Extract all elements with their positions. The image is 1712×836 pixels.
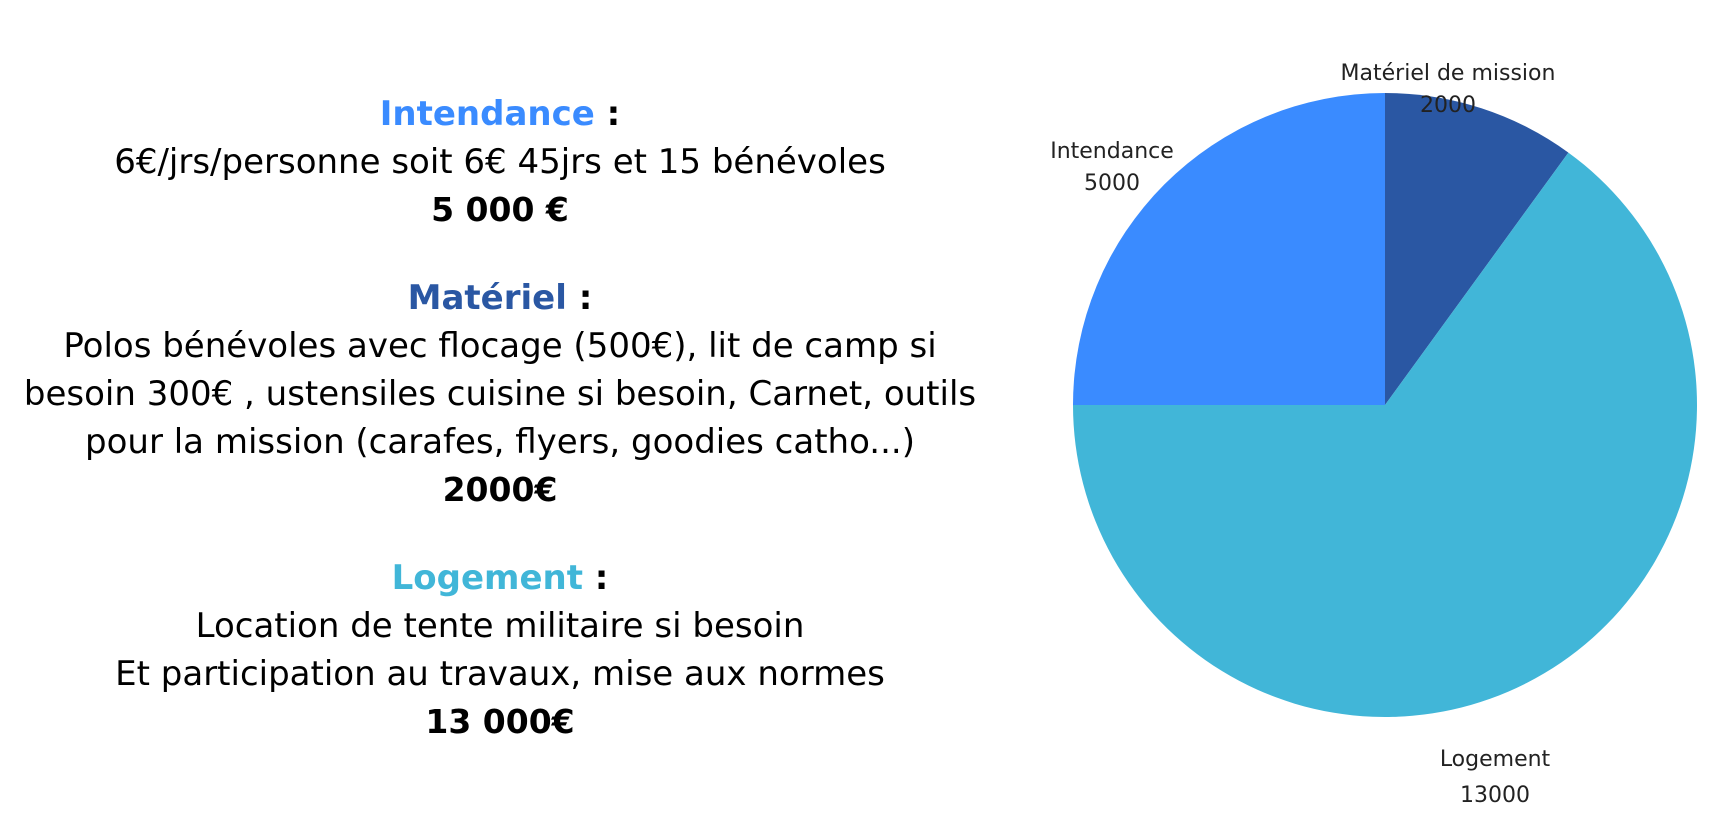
section-title-intendance: Intendance [379,94,595,134]
section-heading: Logement : [0,554,1000,602]
section-title-logement: Logement [391,558,583,598]
section-line: pour la mission (carafes, flyers, goodie… [85,422,915,462]
section-line: Location de tente militaire si besoin [195,606,805,646]
section-heading: Intendance : [0,90,1000,138]
section-title-materiel: Matériel [407,278,567,318]
section-line: Et participation au travaux, mise aux no… [115,654,885,694]
pie-chart: Matériel de mission 2000 Logement 13000 Inte… [1050,61,1697,808]
budget-description: Intendance : 6€/jrs/personne soit 6€ 45j… [0,90,1000,786]
pie-slice-logement [1073,152,1697,718]
section-heading: Matériel : [0,274,1000,322]
section-line: besoin 300€ , ustensiles cuisine si beso… [23,374,977,414]
pie-slice-intendance [1073,93,1385,405]
pie-label: Matériel de mission [1341,61,1556,86]
pie-slice-mat-riel-de-mission [1385,93,1569,405]
section-intendance: Intendance : 6€/jrs/personne soit 6€ 45j… [0,90,1000,234]
section-amount-logement: 13 000€ [425,702,575,741]
section-logement: Logement : Location de tente militaire s… [0,554,1000,746]
pie-label: Intendance [1050,139,1174,164]
pie-value-label: 5000 [1084,171,1140,196]
pie-label: Logement [1440,747,1551,772]
section-line: 6€/jrs/personne soit 6€ 45jrs et 15 béné… [114,142,886,182]
section-amount-intendance: 5 000 € [431,190,569,229]
section-materiel: Matériel : Polos bénévoles avec flocage … [0,274,1000,514]
pie-value-label: 2000 [1420,93,1476,118]
section-colon: : [582,558,609,598]
section-colon: : [566,278,593,318]
section-colon: : [594,94,621,134]
section-line: Polos bénévoles avec flocage (500€), lit… [63,326,937,366]
pie-value-label: 13000 [1460,783,1530,808]
section-amount-materiel: 2000€ [442,470,558,509]
